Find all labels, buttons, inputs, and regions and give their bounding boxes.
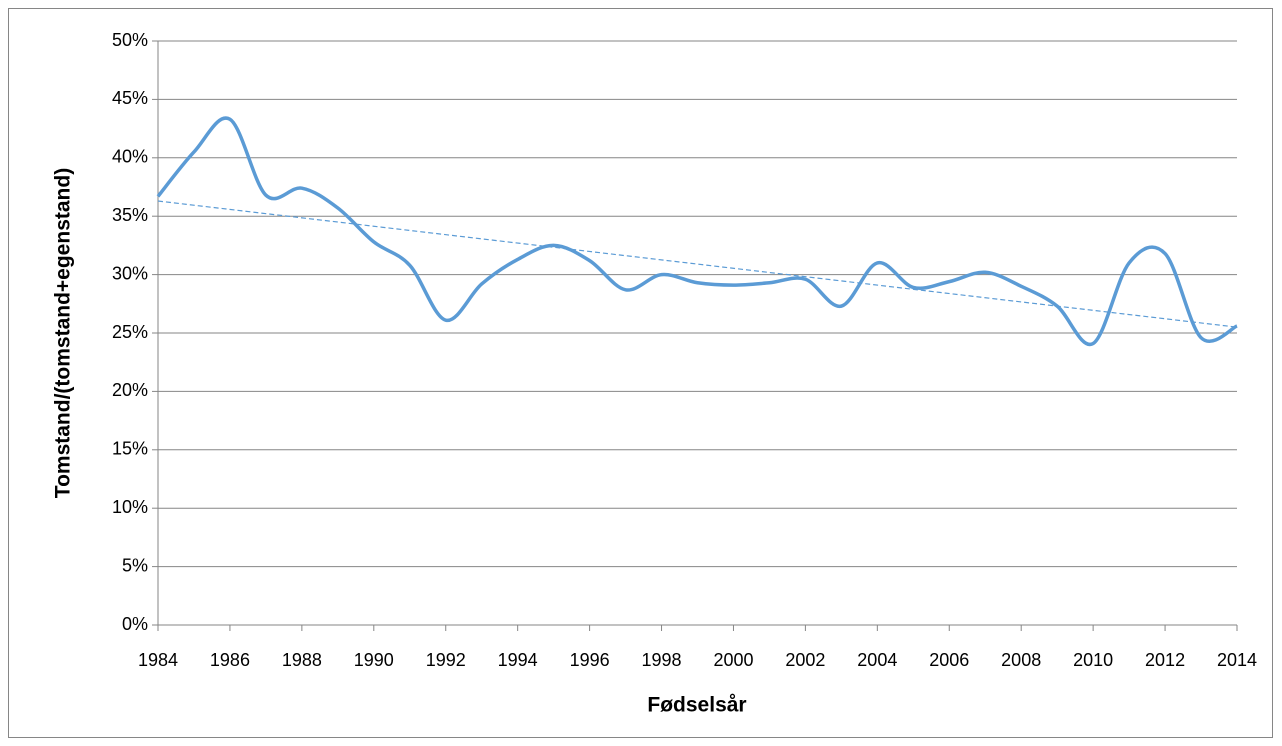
y-tick-label: 35% [112, 205, 148, 225]
x-tick-label: 2006 [929, 650, 969, 670]
y-tick-label: 30% [112, 263, 148, 283]
x-tick-label: 1990 [354, 650, 394, 670]
x-tick-label: 1986 [210, 650, 250, 670]
y-tick-label: 25% [112, 322, 148, 342]
y-tick-label: 10% [112, 497, 148, 517]
x-tick-label: 1984 [138, 650, 178, 670]
x-tick-label: 1988 [282, 650, 322, 670]
x-tick-label: 1994 [498, 650, 538, 670]
data-line [156, 116, 1238, 347]
y-axis-title: Tomstand/(tomstand+egenstand) [52, 168, 75, 498]
y-tick-label: 50% [112, 30, 148, 50]
x-tick-label: 2000 [713, 650, 753, 670]
x-tick-label: 1992 [426, 650, 466, 670]
chart-frame [8, 8, 1273, 738]
y-tick-label: 15% [112, 439, 148, 459]
y-tick-label: 40% [112, 147, 148, 167]
x-tick-label: 1996 [570, 650, 610, 670]
x-tick-label: 2008 [1001, 650, 1041, 670]
y-tick-label: 20% [112, 380, 148, 400]
x-tick-label: 2002 [785, 650, 825, 670]
x-tick-label: 1998 [642, 650, 682, 670]
y-tick-label: 0% [122, 614, 148, 634]
x-tick-label: 2012 [1145, 650, 1185, 670]
x-tick-label: 2010 [1073, 650, 1113, 670]
x-tick-label: 2014 [1217, 650, 1257, 670]
y-tick-label: 45% [112, 88, 148, 108]
x-tick-label: 2004 [857, 650, 897, 670]
y-tick-label: 5% [122, 555, 148, 575]
x-axis-title: Fødselsår [647, 694, 746, 717]
